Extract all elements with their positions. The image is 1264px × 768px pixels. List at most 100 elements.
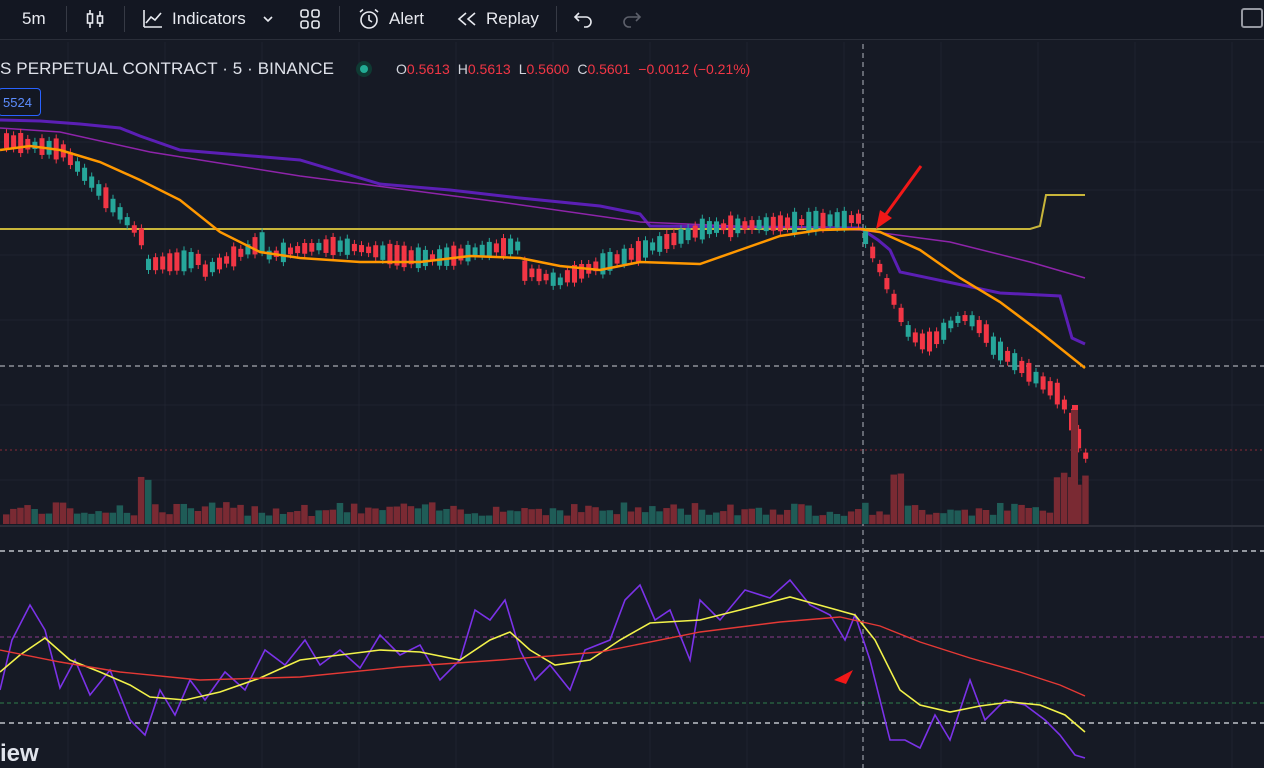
price-tag[interactable]: 5524 xyxy=(0,88,41,116)
candle xyxy=(657,236,662,252)
undo-button[interactable] xyxy=(573,0,595,37)
candle xyxy=(210,262,215,272)
candle xyxy=(615,254,620,263)
chart-type-button[interactable] xyxy=(84,0,106,37)
candle xyxy=(849,215,854,223)
candle xyxy=(806,212,811,232)
volume-bar xyxy=(31,509,38,524)
interval-button[interactable]: 5m xyxy=(22,0,46,37)
high-value: 0.5613 xyxy=(468,61,511,77)
candle xyxy=(622,249,627,264)
close-label: C xyxy=(577,61,587,77)
volume-bar xyxy=(209,503,216,524)
candle xyxy=(842,211,847,228)
fullscreen-button[interactable] xyxy=(1241,8,1263,28)
volume-bar xyxy=(550,508,557,524)
candle xyxy=(629,248,634,260)
candle xyxy=(352,244,357,251)
candle xyxy=(742,221,747,230)
volume-bar xyxy=(74,514,81,524)
candle xyxy=(813,211,818,232)
candle xyxy=(828,214,833,226)
open-value: 0.5613 xyxy=(407,61,450,77)
annotation-arrow xyxy=(884,166,921,217)
volume-bar xyxy=(315,510,322,524)
volume-bar xyxy=(727,505,734,524)
replay-button[interactable]: Replay xyxy=(456,0,539,37)
candle xyxy=(799,219,804,225)
candle xyxy=(1062,400,1067,410)
candle xyxy=(537,269,542,281)
candle xyxy=(714,221,719,233)
volume-bar xyxy=(528,509,535,524)
volume-bar xyxy=(585,506,592,524)
candle xyxy=(835,212,840,228)
volume-bar xyxy=(720,511,727,524)
candle xyxy=(331,237,336,255)
low-value: 0.5600 xyxy=(526,61,569,77)
volume-bar xyxy=(983,510,990,524)
volume-bar xyxy=(841,516,848,524)
chevron-down-icon[interactable] xyxy=(262,14,274,24)
candle xyxy=(998,342,1003,361)
chart-canvas[interactable] xyxy=(0,40,1264,768)
volume-bar xyxy=(244,516,251,524)
candle xyxy=(316,243,321,250)
volume-bar xyxy=(642,512,649,524)
market-status-icon[interactable] xyxy=(356,61,372,77)
candle xyxy=(473,247,478,256)
volume-bar xyxy=(372,508,379,524)
layout-button[interactable] xyxy=(299,0,321,37)
volume-bar xyxy=(95,511,102,524)
candle xyxy=(671,233,676,245)
candle xyxy=(721,223,726,230)
candle xyxy=(877,264,882,272)
candle xyxy=(757,220,762,229)
volume-bar xyxy=(230,508,237,524)
candle xyxy=(182,250,187,271)
candle xyxy=(423,250,428,266)
candle xyxy=(338,241,343,252)
replay-label: Replay xyxy=(486,9,539,29)
volume-bar xyxy=(933,513,940,524)
volume-bar xyxy=(862,503,869,524)
volume-bar xyxy=(891,475,898,524)
candle xyxy=(913,332,918,342)
volume-bar xyxy=(876,511,883,524)
rsi-signal-line xyxy=(0,597,1085,732)
candle xyxy=(579,264,584,279)
volume-bar xyxy=(599,511,606,524)
candle xyxy=(132,225,137,232)
volume-bar xyxy=(1033,507,1040,524)
volume-bar xyxy=(457,509,464,524)
candle xyxy=(11,135,16,148)
candle xyxy=(1083,453,1088,459)
indicators-button[interactable]: Indicators xyxy=(142,0,274,37)
volume-bar xyxy=(628,512,635,524)
candle xyxy=(4,133,9,148)
redo-button[interactable] xyxy=(620,0,642,37)
volume-bar xyxy=(678,509,685,524)
candle xyxy=(821,213,826,229)
candle xyxy=(970,315,975,326)
volume-bar xyxy=(394,507,401,524)
candle xyxy=(174,252,179,270)
candle xyxy=(792,212,797,233)
candle xyxy=(416,247,421,268)
volume-bar xyxy=(450,506,457,524)
candle xyxy=(565,270,570,282)
volume-bar xyxy=(280,514,287,524)
volume-bar xyxy=(926,515,933,524)
volume-bar xyxy=(912,505,919,524)
symbol-title[interactable]: S PERPETUAL CONTRACT · 5 · BINANCE xyxy=(0,59,334,79)
volume-bar xyxy=(1082,476,1089,524)
alert-button[interactable]: Alert xyxy=(357,0,424,37)
volume-bar xyxy=(365,508,372,524)
volume-bar xyxy=(351,504,358,524)
volume-bar xyxy=(1011,504,1018,524)
interval-label: 5m xyxy=(22,9,46,29)
volume-bar xyxy=(17,508,24,524)
volume-bar xyxy=(3,514,10,524)
volume-bar xyxy=(635,507,642,524)
candle xyxy=(892,294,897,305)
